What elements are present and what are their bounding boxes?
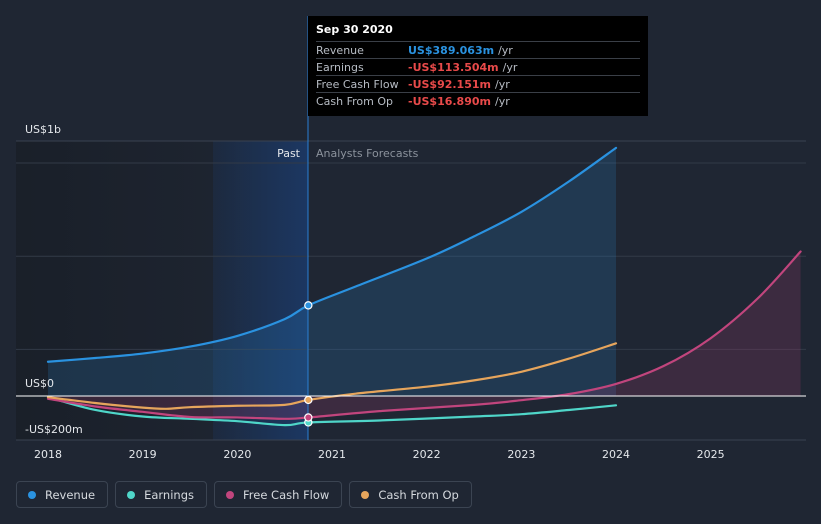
x-axis-tick-label: 2020 <box>223 448 251 461</box>
x-axis-tick-label: 2025 <box>697 448 725 461</box>
tooltip-label: Cash From Op <box>316 94 394 108</box>
free-cash-flow-marker <box>304 413 313 422</box>
legend-item-earnings[interactable]: Earnings <box>115 481 207 508</box>
tooltip-row-revenue: Revenue US$389.063m /yr <box>316 41 640 58</box>
free-cash-flow-line <box>46 250 802 420</box>
chart-canvas: Past Analysts Forecasts US$1b US$0 -US$200… <box>16 16 806 461</box>
cash-from-op-marker <box>304 395 313 405</box>
legend-item-revenue[interactable]: Revenue <box>16 481 109 508</box>
tooltip-label: Earnings <box>316 60 364 74</box>
legend-dot-icon <box>127 490 136 499</box>
earnings-line <box>46 396 618 427</box>
free-cash-flow-area <box>48 251 801 419</box>
legend-dot-icon <box>28 490 36 499</box>
x-axis-tick-label: 2018 <box>34 448 62 461</box>
legend-dot-icon <box>361 490 370 499</box>
legend-dot-icon <box>226 490 234 499</box>
legend-item-cash-from-op[interactable]: Cash From Op <box>349 481 472 508</box>
tooltip-date: Sep 30 2020 <box>316 23 393 36</box>
tooltip-value: US$389.063m <box>408 43 495 57</box>
legend-label: Earnings <box>144 487 194 502</box>
legend-item-free-cash-flow[interactable]: Free Cash Flow <box>214 481 343 508</box>
legend: Revenue Earnings Free Cash Flow Cash Fro… <box>16 481 472 508</box>
legend-label: Cash From Op <box>378 487 459 502</box>
tooltip: Sep 30 2020 Revenue US$389.063m /yr Earn… <box>308 16 648 116</box>
x-axis-tick-label: 2019 <box>129 448 157 461</box>
x-axis-tick-label: 2023 <box>507 448 535 461</box>
tooltip-unit: /yr <box>498 43 513 57</box>
tooltip-unit: /yr <box>502 60 518 74</box>
tooltip-value: -US$16.890m <box>408 94 491 108</box>
x-axis-tick-label: 2024 <box>602 448 630 461</box>
tooltip-label: Revenue <box>316 43 364 57</box>
tooltip-unit: /yr <box>494 77 510 91</box>
revenue-marker <box>304 301 313 310</box>
legend-label: Revenue <box>45 487 96 502</box>
tooltip-row-earnings: Earnings -US$113.504m /yr <box>316 58 640 75</box>
tooltip-label: Free Cash Flow <box>316 77 399 91</box>
tooltip-value: -US$92.151m <box>408 77 491 91</box>
tooltip-row-free-cash-flow: Free Cash Flow -US$92.151m /yr <box>316 75 640 92</box>
y-axis-label: -US$200m <box>25 423 83 436</box>
tooltip-value: -US$113.504m <box>408 60 499 74</box>
tooltip-row-cash-from-op: Cash From Op -US$16.890m /yr <box>316 92 640 109</box>
forecast-label: Analysts Forecasts <box>316 147 419 160</box>
past-label: Past <box>277 147 301 160</box>
x-axis-tick-label: 2022 <box>413 448 441 461</box>
y-axis-label: US$0 <box>25 377 54 390</box>
past-highlight-band <box>213 141 308 440</box>
legend-label: Free Cash Flow <box>243 487 330 502</box>
y-axis-label: US$1b <box>25 123 61 136</box>
tooltip-unit: /yr <box>494 94 510 108</box>
x-axis-tick-label: 2021 <box>318 448 346 461</box>
cash-from-op-line <box>46 342 618 410</box>
revenue-area <box>48 147 616 396</box>
